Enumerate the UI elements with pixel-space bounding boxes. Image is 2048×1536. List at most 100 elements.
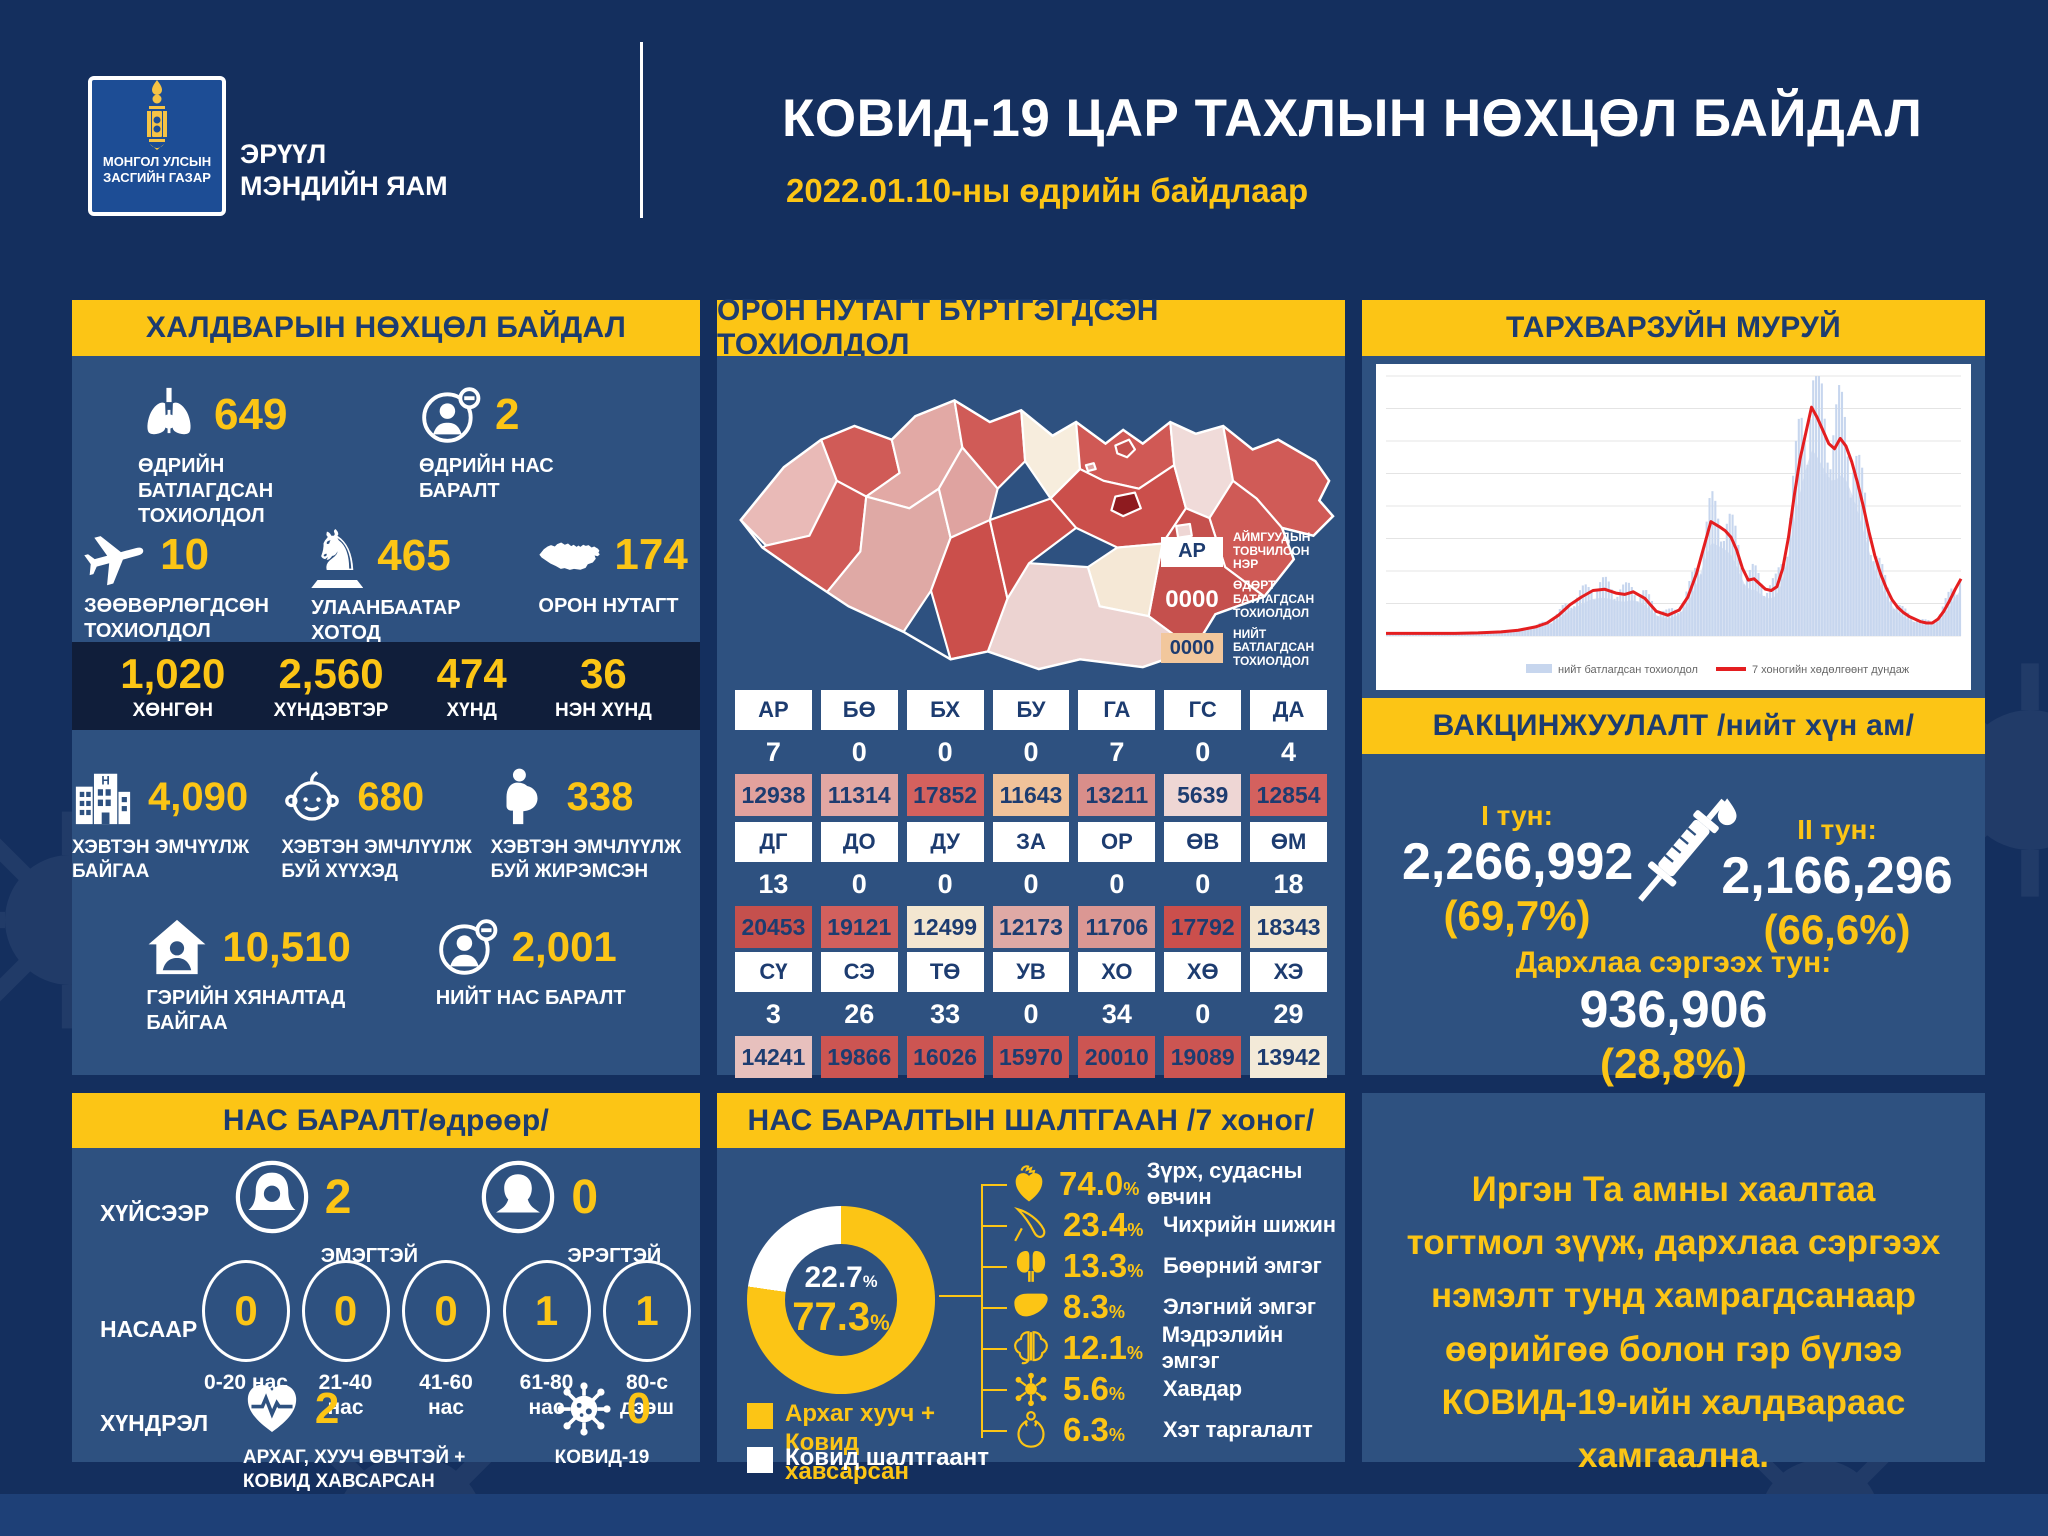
region-daily-count: 0 [851, 736, 867, 767]
soyombo-icon [147, 80, 167, 150]
region-daily-count: 13 [758, 868, 789, 899]
infection-panel-body: 649 ӨДРИЙН БАТЛАГДСАН ТОХИОЛДОЛ 2 ӨДРИЙН НА… [72, 356, 700, 1075]
region-code-box: ДА [1250, 690, 1327, 730]
region-total-box: 11643 [992, 774, 1070, 816]
region-cell: ХО 34 20010 [1078, 952, 1156, 1078]
donut-legend-item: Ковид шалтгаант [747, 1444, 989, 1473]
severity-value: 1,020 [120, 650, 226, 697]
region-daily-count: 0 [1023, 736, 1039, 767]
region-daily-count: 33 [930, 998, 961, 1029]
complication-stat: 2 АРХАГ, ХУУЧ ӨВЧТЭЙ + КОВИД ХАВСАРСАН [243, 1380, 473, 1494]
brain-icon [1009, 1328, 1053, 1368]
region-cell: ӨМ 18 18343 [1250, 822, 1327, 948]
dose2-value: 2,166,296 [1721, 847, 1953, 905]
severity-label: ХӨНГӨН [132, 700, 214, 721]
person-death-icon [419, 384, 481, 446]
cause-connector-branch [981, 1225, 1007, 1227]
dose1-block: I тун: 2,266,992 (69,7%) [1402, 800, 1633, 940]
gender-death-count: 2 [324, 1170, 352, 1224]
stat-label: ЗӨӨВӨРЛӨГДСӨН ТОХИОЛДОЛ [84, 595, 269, 642]
region-cell: ТӨ 33 16026 [906, 952, 984, 1078]
complication-label: КОВИД-19 [554, 1447, 650, 1468]
stat-label: ГЭРИЙН ХЯНАЛТАД БАЙГАА [146, 987, 346, 1034]
cause-row: 6.3% Хэт таргалалт [1009, 1410, 1313, 1450]
cause-connector-branch [981, 1307, 1007, 1309]
region-cell: ӨВ 0 17792 [1164, 822, 1242, 948]
dose2-percent: (66,6%) [1763, 906, 1911, 953]
region-cell: БӨ 0 11314 [820, 690, 898, 816]
kidney-icon [1009, 1246, 1053, 1286]
cause-label: Элэгний эмгэг [1163, 1294, 1316, 1319]
virus-icon [555, 1380, 613, 1438]
region-daily-count: 3 [765, 998, 781, 1029]
stat-block: 2 ӨДРИЙН НАС БАРАЛТ [419, 384, 634, 529]
severity-value: 36 [580, 650, 627, 697]
female-icon [233, 1158, 311, 1236]
heart-pulse-icon [243, 1380, 301, 1438]
region-total-box: 11706 [1078, 906, 1156, 948]
dose2-label: II тун: [1797, 814, 1877, 845]
complication-count: 2 [314, 1384, 340, 1433]
severity-stat: 1,020 ХӨНГӨН [120, 650, 225, 722]
region-code-box: ӨВ [1164, 822, 1242, 862]
cause-label: Хавдар [1163, 1376, 1242, 1401]
cause-percent: 13.3% [1063, 1247, 1144, 1284]
stat-value: 680 [357, 774, 425, 819]
region-daily-count: 18 [1273, 868, 1304, 899]
booster-label: Дархлаа сэргээх тун: [1515, 946, 1832, 979]
white-legend-swatch [747, 1447, 773, 1473]
stat-block: ♞ 465 УЛААНБААТАР ХОТОД [311, 524, 526, 646]
lungs-virus-icon [138, 384, 200, 446]
stat-value: 10,510 [222, 923, 351, 970]
region-total-box: 12854 [1250, 774, 1327, 816]
cause-label: Зүрх, судасны өвчин [1146, 1158, 1303, 1209]
region-daily-count: 34 [1101, 998, 1132, 1029]
cause-percent: 23.4% [1063, 1206, 1144, 1243]
age-death-count: 1 [603, 1260, 691, 1362]
age-group-label: 41-60 нас [419, 1371, 473, 1420]
aimag-code-sample: АР [1161, 536, 1223, 567]
region-code-box: ӨМ [1250, 822, 1327, 862]
cause-connector-branch [981, 1266, 1007, 1268]
cause-label: Хэт таргалалт [1163, 1417, 1313, 1442]
region-total-box: 12499 [906, 906, 984, 948]
cause-row: 5.6% Хавдар [1009, 1369, 1242, 1409]
severity-label: НЭН ХҮНД [555, 700, 652, 721]
person-death-icon [436, 916, 498, 978]
cause-row: 12.1% Мэдрэлийн эмгэг [1009, 1322, 1345, 1373]
region-daily-count: 7 [1109, 736, 1125, 767]
cause-percent: 6.3% [1063, 1411, 1126, 1448]
region-cell: УВ 0 15970 [992, 952, 1070, 1078]
region-total-box: 20453 [735, 906, 812, 948]
stat-label: ХЭВТЭН ЭМЧҮҮЛЖ БАЙГАА [72, 837, 250, 882]
region-code-box: ТӨ [906, 952, 984, 992]
cause-connector-branch [981, 1389, 1007, 1391]
svg-text:Н: Н [101, 775, 109, 788]
death-causes-panel-body: 22.7% 77.3% Архаг хууч + Ковид хавсарсан… [717, 1148, 1345, 1485]
region-code-box: ХО [1078, 952, 1156, 992]
stat-value: 338 [566, 774, 634, 819]
svg-text:7 хоногийн хөдөлгөөнт дундаж: 7 хоногийн хөдөлгөөнт дундаж [1752, 664, 1910, 676]
region-cell: СҮ 3 14241 [735, 952, 812, 1078]
booster-value: 936,906 [1579, 981, 1768, 1039]
region-cell: АР 7 12938 [735, 690, 812, 816]
region-daily-count: 0 [937, 736, 953, 767]
region-cell: ХЭ 29 13942 [1250, 952, 1327, 1078]
map-legend-item: АР АЙМГУУДЫН ТОВЧИЛСОН НЭР [1161, 530, 1333, 572]
complication-count: 0 [626, 1384, 652, 1433]
region-cell: ДГ 13 20453 [735, 822, 812, 948]
age-row-label: НАСААР [100, 1316, 198, 1342]
region-code-box: ХӨ [1164, 952, 1242, 992]
age-group-stat: 1 61-80 нас [502, 1260, 592, 1420]
covid-only-percent: 22.7% [804, 1260, 878, 1294]
region-code-box: СЭ [820, 952, 898, 992]
cause-row: 8.3% Элэгний эмгэг [1009, 1287, 1316, 1327]
region-daily-count: 0 [1195, 998, 1211, 1029]
region-daily-count: 7 [765, 736, 781, 767]
cause-connector-branch [981, 1184, 1007, 1186]
region-total-box: 17792 [1164, 906, 1242, 948]
region-daily-count: 26 [844, 998, 875, 1029]
cause-label: Чихрийн шижин [1163, 1212, 1336, 1237]
stat-value: 174 [614, 530, 688, 579]
government-logo: МОНГОЛ УЛСЫН ЗАСГИЙН ГАЗАР [88, 76, 226, 216]
